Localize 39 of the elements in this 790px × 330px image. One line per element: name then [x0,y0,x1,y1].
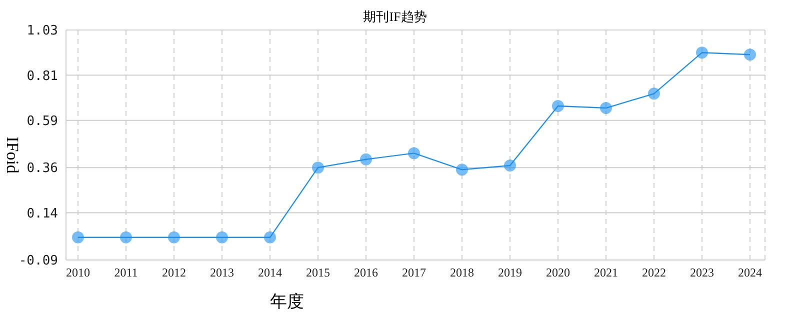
point [456,164,468,176]
point [120,231,132,244]
point [408,147,420,160]
point [360,153,372,166]
point [648,88,660,100]
x-tick-label: 2019 [498,266,522,280]
point [552,100,564,112]
point [216,231,228,244]
x-tick-label: 2016 [354,266,378,280]
y-tick-label: -0.09 [18,254,58,269]
x-tick-label: 2010 [66,266,90,280]
x-tick-label: 2011 [114,266,138,280]
y-tick-label: 1.03 [26,24,58,39]
y-tick-label: 0.36 [26,161,58,176]
y-tick-label: 0.81 [26,68,58,84]
point [312,162,324,174]
x-tick-label: 2012 [162,266,186,280]
x-tick-label: 2021 [594,266,618,280]
x-tick-label: 2013 [210,266,234,280]
x-tick-label: 2024 [738,266,762,280]
y-axis-title: IFoid [2,136,22,175]
point [168,231,180,244]
x-tick-label: 2015 [306,266,330,280]
point [264,231,276,244]
point [744,48,756,61]
x-tick-label: 2022 [642,266,666,280]
point [600,102,612,114]
x-tick-label: 2023 [690,266,714,280]
point [72,231,84,244]
point [504,160,516,172]
point [696,46,708,59]
x-axis-title: 年度 [270,291,304,313]
x-tick-label: 2020 [546,266,570,280]
x-tick-label: 2018 [450,266,474,280]
x-tick-label: 2014 [258,266,282,280]
y-tick-label: 0.14 [26,206,58,222]
x-tick-label: 2017 [402,266,426,280]
y-tick-label: 0.59 [26,114,58,129]
chart-title: 期刊IF趋势 [363,9,427,24]
